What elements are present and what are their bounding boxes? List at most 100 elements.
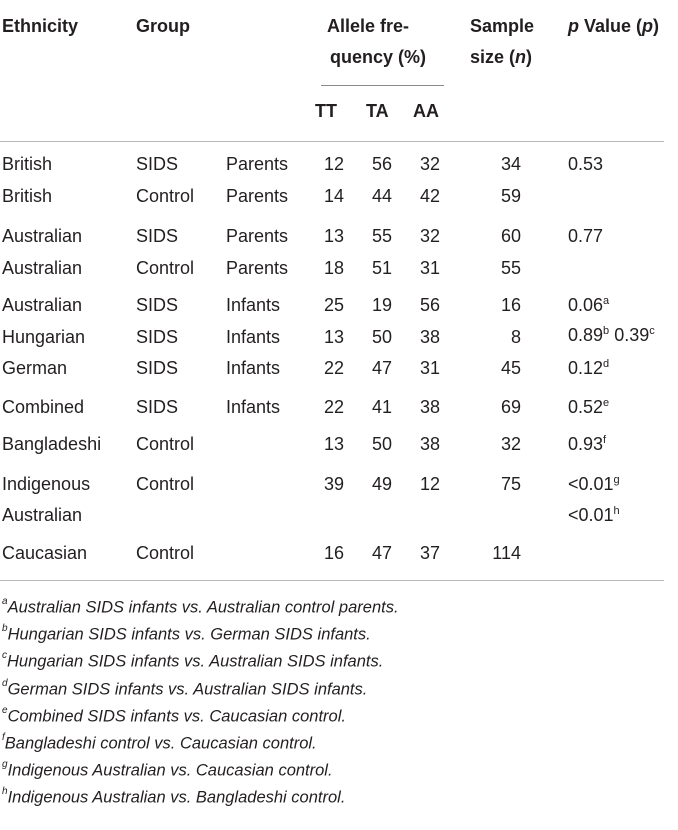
- header-tt: TT: [315, 101, 337, 121]
- cell-ethnicity: Caucasian: [2, 543, 88, 563]
- footnote-mark: h: [2, 786, 8, 798]
- footnote: aAustralian SIDS infants vs. Australian …: [2, 596, 399, 618]
- cell-aa: 42: [419, 186, 440, 206]
- header-allele-line2: quency (%): [330, 47, 427, 67]
- cell-aa: 37: [419, 543, 440, 563]
- cell-subgroup: Infants: [226, 358, 281, 378]
- cell-aa: 56: [419, 295, 440, 315]
- footnote-mark: c: [2, 650, 7, 662]
- footnote-mark: g: [2, 759, 8, 771]
- header-sample-line1: Sample: [470, 16, 535, 36]
- cell-aa: 38: [419, 434, 440, 454]
- cell-sample-size: 114: [492, 543, 521, 563]
- header-sample-line2: size (n): [470, 47, 533, 67]
- cell-tt: 13: [323, 434, 344, 454]
- cell-subgroup: Infants: [226, 295, 281, 315]
- cell-sample-size: 69: [500, 397, 521, 417]
- cell-group: SIDS: [136, 327, 179, 347]
- cell-ethnicity: Indigenous: [2, 474, 91, 494]
- cell-ethnicity: Australian: [2, 258, 83, 278]
- footnote-mark: e: [2, 704, 8, 716]
- cell-aa: 32: [419, 226, 440, 246]
- footnote: dGerman SIDS infants vs. Australian SIDS…: [2, 677, 367, 700]
- cell-subgroup: Parents: [226, 226, 289, 246]
- cell-subgroup: Parents: [226, 258, 289, 278]
- cell-aa: 31: [419, 258, 440, 278]
- cell-sample-size: 60: [500, 226, 521, 246]
- cell-aa: 32: [419, 154, 440, 174]
- cell-group: SIDS: [136, 154, 179, 174]
- cell-group: Control: [136, 186, 195, 206]
- header-group: Group: [136, 16, 190, 36]
- cell-group: SIDS: [136, 295, 179, 315]
- cell-ta: 55: [371, 226, 392, 246]
- footnote-mark: f: [2, 732, 5, 743]
- cell-group: SIDS: [136, 397, 179, 417]
- cell-ta: 49: [371, 474, 392, 494]
- cell-group: SIDS: [136, 226, 179, 246]
- cell-sample-size: 16: [500, 295, 521, 315]
- cell-ta: 56: [371, 154, 392, 174]
- cell-group: Control: [136, 543, 195, 563]
- cell-subgroup: Parents: [226, 186, 289, 206]
- pvalue-australian-parents: 0.77: [568, 226, 604, 246]
- cell-group: Control: [136, 258, 195, 278]
- cell-tt: 13: [323, 226, 344, 246]
- cell-sample-size: 8: [510, 327, 521, 347]
- cell-tt: 14: [323, 186, 344, 206]
- footnote: cHungarian SIDS infants vs. Australian S…: [2, 650, 384, 672]
- cell-ethnicity: Australian: [2, 226, 83, 246]
- cell-ta: 50: [371, 327, 392, 347]
- cell-tt: 18: [323, 258, 344, 278]
- pvalue-indigenous-1: <0.01g: [568, 474, 620, 494]
- pvalue-german: 0.12d: [568, 358, 610, 378]
- cell-ta: 50: [371, 434, 392, 454]
- cell-sample-size: 45: [500, 358, 521, 378]
- cell-sample-size: 75: [500, 474, 521, 494]
- footnote-mark: b: [2, 623, 8, 635]
- cell-ta: 44: [371, 186, 392, 206]
- cell-ethnicity: German: [2, 358, 68, 378]
- footnote-text: Hungarian SIDS infants vs. Australian SI…: [7, 652, 384, 671]
- cell-ethnicity: Bangladeshi: [2, 434, 102, 454]
- cell-subgroup: Infants: [226, 397, 281, 417]
- cell-tt: 25: [323, 295, 344, 315]
- header-ta: TA: [366, 101, 389, 121]
- footnote-text: Bangladeshi control vs. Caucasian contro…: [4, 734, 317, 753]
- footnote-mark: a: [2, 596, 8, 607]
- pvalue-indigenous-2: <0.01h: [568, 505, 620, 525]
- cell-ethnicity: Australian: [2, 505, 83, 525]
- cell-ta: 47: [371, 543, 392, 563]
- footnote-text: Hungarian SIDS infants vs. German SIDS i…: [7, 625, 371, 644]
- cell-group: SIDS: [136, 358, 179, 378]
- footnote: bHungarian SIDS infants vs. German SIDS …: [2, 623, 371, 645]
- footnote: eCombined SIDS infants vs. Caucasian con…: [2, 704, 346, 727]
- footnote-text: Australian SIDS infants vs. Australian c…: [7, 598, 399, 617]
- pvalue-british: 0.53: [568, 154, 604, 174]
- cell-ethnicity: Australian: [2, 295, 83, 315]
- footnote-mark: d: [2, 677, 8, 689]
- cell-ta: 19: [371, 295, 392, 315]
- header-rule: [0, 141, 664, 142]
- cell-tt: 22: [323, 358, 344, 378]
- cell-tt: 39: [323, 474, 344, 494]
- cell-aa: 12: [419, 474, 440, 494]
- footnote-text: Indigenous Australian vs. Caucasian cont…: [7, 761, 333, 780]
- cell-group: Control: [136, 474, 195, 494]
- cell-ethnicity: British: [2, 186, 53, 206]
- cell-ta: 47: [371, 358, 392, 378]
- cell-tt: 12: [323, 154, 344, 174]
- footnote: fBangladeshi control vs. Caucasian contr…: [2, 732, 317, 754]
- header-pvalue: p Value (p): [568, 16, 660, 36]
- cell-sample-size: 32: [500, 434, 521, 454]
- cell-aa: 38: [419, 397, 440, 417]
- footnote-text: Indigenous Australian vs. Bangladeshi co…: [7, 788, 346, 807]
- table-bottom-rule: [0, 580, 664, 581]
- cell-sample-size: 55: [500, 258, 521, 278]
- cell-subgroup: Parents: [226, 154, 289, 174]
- cell-sample-size: 34: [500, 154, 521, 174]
- allele-header-underline: [321, 85, 444, 86]
- cell-ta: 51: [371, 258, 392, 278]
- pvalue-bangladeshi: 0.93f: [568, 434, 607, 454]
- cell-ethnicity: Hungarian: [2, 327, 86, 347]
